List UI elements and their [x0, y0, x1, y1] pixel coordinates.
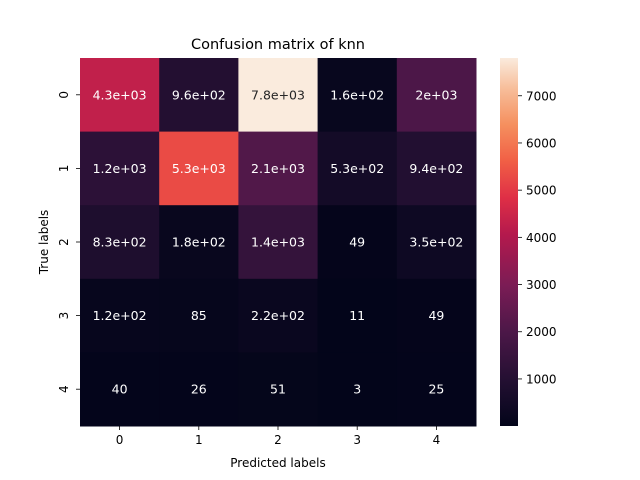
heatmap-cell-1-1	[159, 131, 239, 206]
cell-annotation-0-3: 1.6e+02	[330, 87, 384, 102]
heatmap-cell-0-0	[80, 58, 160, 133]
colorbar-tick-label-0: 1000	[526, 372, 557, 386]
colorbar-ticks: 1000 2000 3000 4000 5000 6000 7000	[518, 89, 557, 386]
heatmap-cell-4-4	[396, 352, 477, 427]
colorbar: 1000 2000 3000 4000 5000 6000 7000	[500, 58, 557, 426]
heatmap-cell-3-1	[159, 278, 239, 353]
cell-annotation-3-3: 11	[349, 308, 365, 323]
cell-annotation-0-4: 2e+03	[415, 87, 457, 102]
heatmap-cell-2-4	[396, 205, 477, 280]
x-tick-label-2: 2	[274, 433, 282, 447]
heatmap-cell-1-4	[396, 131, 477, 206]
heatmap-cell-4-2	[238, 352, 319, 427]
cell-annotation-4-3: 3	[353, 382, 361, 397]
heatmap-cell-1-3	[317, 131, 398, 206]
heatmap-cell-0-3	[317, 58, 398, 133]
cell-annotation-2-1: 1.8e+02	[172, 235, 226, 250]
colorbar-gradient	[500, 58, 518, 426]
heatmap-cell-2-2	[238, 205, 319, 280]
cell-annotation-1-1: 5.3e+03	[172, 161, 226, 176]
y-axis-label: True labels	[37, 210, 51, 276]
cell-annotation-1-3: 5.3e+02	[330, 161, 384, 176]
x-axis-ticks: 0 1 2 3 4	[116, 426, 440, 447]
cell-annotation-4-2: 51	[270, 382, 286, 397]
cell-annotation-2-2: 1.4e+03	[251, 235, 305, 250]
y-tick-label-1: 1	[57, 165, 71, 173]
heatmap-cell-1-2	[238, 131, 319, 206]
x-axis-label: Predicted labels	[230, 456, 325, 470]
cell-annotation-3-2: 2.2e+02	[251, 308, 305, 323]
y-tick-label-4: 4	[57, 385, 71, 393]
heatmap-cell-0-1	[159, 58, 239, 133]
x-tick-label-3: 3	[353, 433, 361, 447]
colorbar-tick-label-3: 4000	[526, 231, 557, 245]
heatmap-cell-0-4	[396, 58, 477, 133]
cell-annotation-4-0: 40	[112, 382, 128, 397]
heatmap-cell-4-0	[80, 352, 160, 427]
cell-annotation-4-1: 26	[191, 382, 207, 397]
heatmap-cell-2-0	[80, 205, 160, 280]
colorbar-tick-label-4: 5000	[526, 184, 557, 198]
y-axis-ticks: 0 1 2 3 4	[57, 91, 80, 393]
cell-annotation-0-1: 9.6e+02	[172, 87, 226, 102]
heatmap-cell-0-2	[238, 58, 319, 133]
x-tick-label-4: 4	[433, 433, 441, 447]
y-tick-label-3: 3	[57, 312, 71, 320]
cell-annotation-0-2: 7.8e+03	[251, 87, 305, 102]
colorbar-tick-label-5: 6000	[526, 136, 557, 150]
heatmap-cell-3-4	[396, 278, 477, 353]
heatmap-cell-4-1	[159, 352, 239, 427]
cell-annotation-0-0: 4.3e+03	[93, 87, 147, 102]
cell-annotation-3-1: 85	[191, 308, 207, 323]
cell-annotation-2-3: 49	[349, 235, 365, 250]
heatmap-cells	[80, 58, 477, 427]
heatmap-cell-2-3	[317, 205, 398, 280]
x-tick-label-0: 0	[116, 433, 124, 447]
cell-annotation-2-0: 8.3e+02	[93, 235, 147, 250]
y-tick-label-0: 0	[57, 91, 71, 99]
heatmap-cell-3-0	[80, 278, 160, 353]
heatmap-cell-1-0	[80, 131, 160, 206]
heatmap-annotations: 4.3e+03 9.6e+02 7.8e+03 1.6e+02 2e+03 1.2e+03…	[93, 87, 464, 396]
x-tick-label-1: 1	[195, 433, 203, 447]
cell-annotation-3-0: 1.2e+02	[93, 308, 147, 323]
colorbar-tick-label-2: 3000	[526, 278, 557, 292]
cell-annotation-1-2: 2.1e+03	[251, 161, 305, 176]
cell-annotation-4-4: 25	[428, 382, 444, 397]
colorbar-tick-label-1: 2000	[526, 325, 557, 339]
y-tick-label-2: 2	[57, 238, 71, 246]
cell-annotation-3-4: 49	[428, 308, 444, 323]
cell-annotation-1-4: 9.4e+02	[409, 161, 463, 176]
chart-title: Confusion matrix of knn	[191, 37, 365, 53]
colorbar-tick-label-6: 7000	[526, 89, 557, 103]
heatmap-cell-3-2	[238, 278, 319, 353]
heatmap-cell-2-1	[159, 205, 239, 280]
cell-annotation-1-0: 1.2e+03	[93, 161, 147, 176]
heatmap-cell-4-3	[317, 352, 398, 427]
cell-annotation-2-4: 3.5e+02	[409, 235, 463, 250]
heatmap-cell-3-3	[317, 278, 398, 353]
